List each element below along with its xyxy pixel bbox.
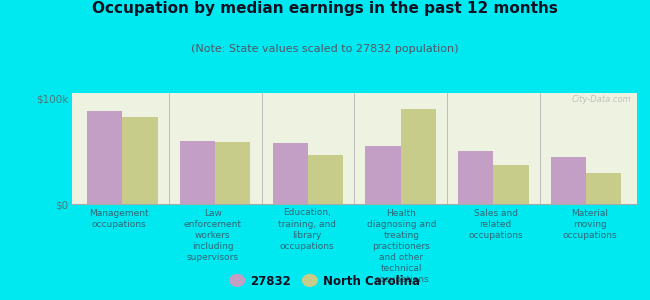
Bar xyxy=(308,155,343,204)
Text: Education,
training, and
library
occupations: Education, training, and library occupat… xyxy=(278,208,336,251)
Bar xyxy=(272,143,308,204)
Bar xyxy=(458,151,493,204)
Bar xyxy=(365,146,400,204)
Bar xyxy=(122,117,158,204)
Bar xyxy=(215,142,250,204)
Bar xyxy=(551,158,586,204)
Text: Occupation by median earnings in the past 12 months: Occupation by median earnings in the pas… xyxy=(92,2,558,16)
Text: City-Data.com: City-Data.com xyxy=(571,95,631,104)
Legend: 27832, North Carolina: 27832, North Carolina xyxy=(226,270,424,292)
Text: Law
enforcement
workers
including
supervisors: Law enforcement workers including superv… xyxy=(184,208,242,262)
Text: (Note: State values scaled to 27832 population): (Note: State values scaled to 27832 popu… xyxy=(191,44,459,53)
Text: Material
moving
occupations: Material moving occupations xyxy=(562,208,618,240)
Bar xyxy=(180,141,215,204)
Bar xyxy=(400,109,436,204)
Text: Management
occupations: Management occupations xyxy=(89,208,148,229)
Text: Health
diagnosing and
treating
practitioners
and other
technical
occupations: Health diagnosing and treating practitio… xyxy=(367,208,436,284)
Bar xyxy=(493,165,528,204)
Bar xyxy=(586,173,621,204)
Bar xyxy=(87,111,122,204)
Text: Sales and
related
occupations: Sales and related occupations xyxy=(468,208,523,240)
